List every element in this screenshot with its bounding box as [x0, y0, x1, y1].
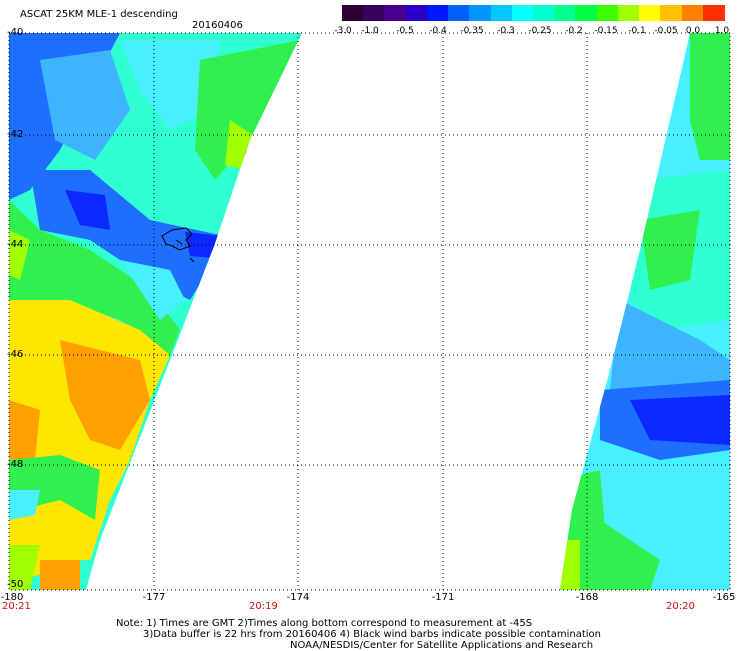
footer-note-3: NOAA/NESDIS/Center for Satellite Applica…	[290, 640, 594, 651]
time-label-right: 20:20	[666, 601, 695, 612]
lon-label: -174	[286, 592, 310, 603]
colorbar-swatch	[596, 5, 619, 21]
colorbar-tick-label: -0.3	[497, 26, 515, 36]
colorbar-tick-label: 0.0	[685, 26, 701, 36]
lon-label: -177	[142, 592, 166, 603]
lat-label: -40	[7, 27, 24, 38]
colorbar-tick-label: -0.25	[528, 26, 552, 36]
colorbar-swatch	[639, 5, 661, 21]
colorbar-swatch	[575, 5, 598, 21]
colorbar-swatch	[660, 5, 683, 21]
colorbar-tick-label: 1.0	[714, 26, 730, 36]
lat-label: -50	[7, 579, 24, 590]
right-swath	[560, 33, 730, 590]
lat-label: -46	[7, 349, 24, 360]
colorbar	[342, 5, 725, 21]
colorbar-tick-label: -0.2	[565, 26, 583, 36]
footer-note-1: Note: 1) Times are GMT 2)Times along bot…	[116, 618, 533, 629]
lat-label: -48	[7, 459, 24, 470]
colorbar-tick-label: -0.15	[594, 26, 618, 36]
lon-label: -171	[431, 592, 455, 603]
colorbar-swatch	[405, 5, 428, 21]
colorbar-tick-label: -0.05	[654, 26, 678, 36]
plot-frame	[8, 32, 731, 591]
map-title: ASCAT 25KM MLE-1 descending	[20, 9, 178, 20]
colorbar-tick-label: -1.0	[361, 26, 379, 36]
lon-label: -165	[712, 592, 736, 603]
footer-note-2: 3)Data buffer is 22 hrs from 20160406 4)…	[143, 629, 601, 640]
colorbar-swatch	[469, 5, 492, 21]
lon-label: -180	[0, 592, 24, 603]
colorbar-tick-label: -0.1	[628, 26, 646, 36]
colorbar-tick-label: -3.0	[334, 26, 352, 36]
colorbar-tick-label: -0.4	[429, 26, 447, 36]
colorbar-swatch	[363, 5, 386, 21]
lat-label: -44	[7, 239, 24, 250]
lon-label: -168	[575, 592, 599, 603]
colorbar-swatch	[490, 5, 513, 21]
colorbar-swatch	[702, 5, 725, 21]
lat-label: -42	[7, 129, 24, 140]
map-date: 20160406	[192, 20, 243, 31]
grid	[9, 33, 730, 590]
left-swath	[9, 33, 302, 590]
colorbar-tick-label: -0.5	[396, 26, 414, 36]
colorbar-swatch	[426, 5, 449, 21]
time-label-middle: 20:19	[249, 601, 278, 612]
colorbar-swatch	[681, 5, 704, 21]
colorbar-swatch	[511, 5, 534, 21]
colorbar-swatch	[554, 5, 577, 21]
colorbar-swatch	[533, 5, 555, 21]
colorbar-swatch	[617, 5, 640, 21]
time-label-left: 20:21	[2, 601, 31, 612]
colorbar-swatch	[384, 5, 407, 21]
colorbar-swatch	[342, 5, 364, 21]
colorbar-tick-label: -0.35	[460, 26, 484, 36]
colorbar-swatch	[448, 5, 470, 21]
